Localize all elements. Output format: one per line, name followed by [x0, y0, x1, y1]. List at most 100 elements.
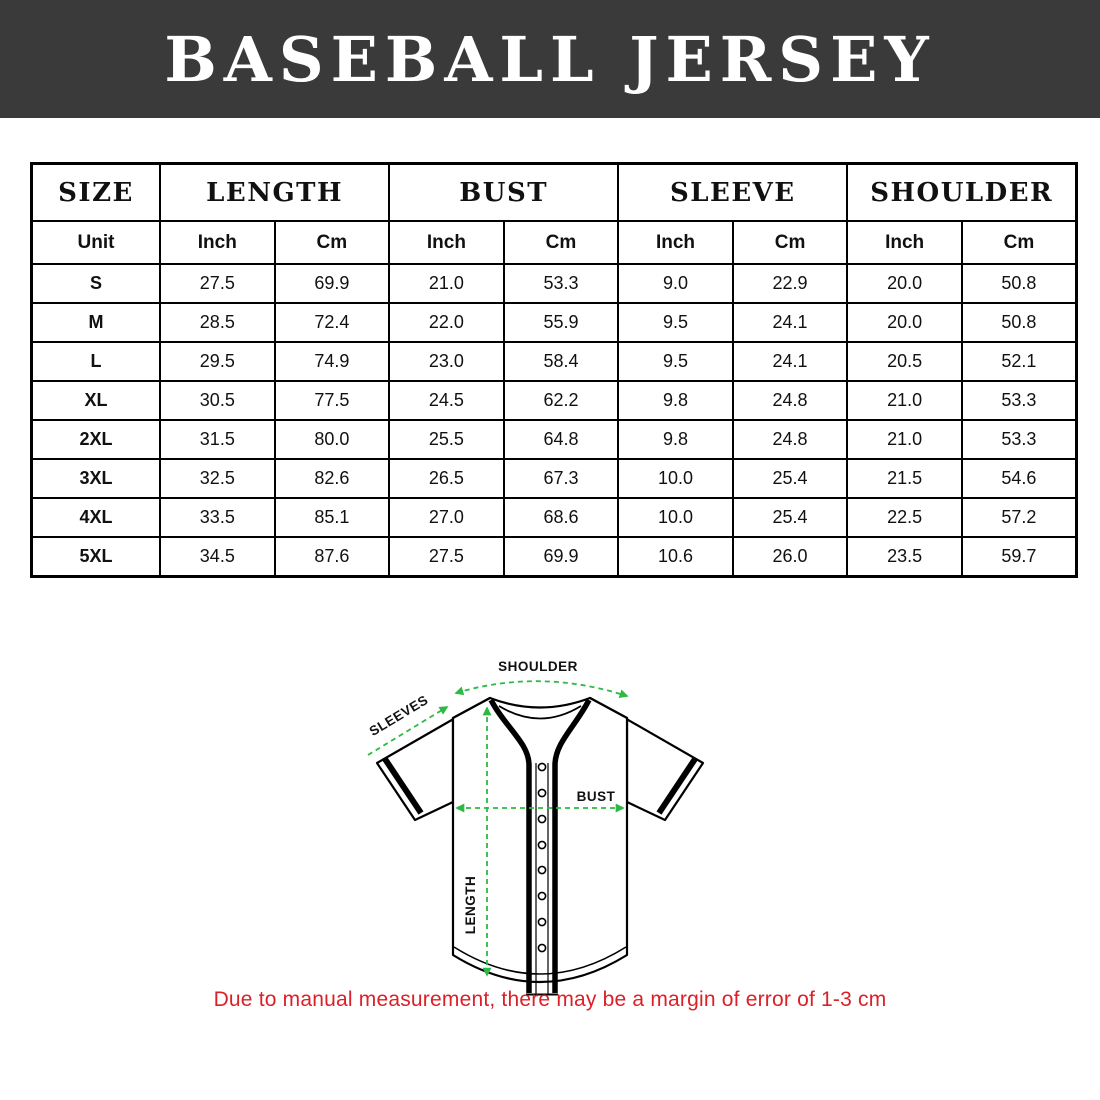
value-cell: 27.5: [159, 263, 276, 304]
right-cuff-stripe: [656, 757, 698, 815]
button: [537, 943, 547, 953]
value-cell: 50.8: [960, 302, 1078, 343]
value-cell: 21.0: [388, 263, 505, 304]
right-placket-band: [552, 698, 592, 993]
value-cell: 87.6: [273, 536, 391, 578]
collar-inner-line: [498, 705, 582, 720]
header-row: SIZE LENGTH BUST SLEEVE SHOULDER: [30, 162, 1078, 222]
value-cell: 21.5: [846, 458, 963, 499]
col-group-size: SIZE: [30, 162, 162, 222]
value-cell: 26.0: [731, 536, 849, 578]
value-cell: 72.4: [273, 302, 391, 343]
value-cell: 9.5: [617, 302, 734, 343]
value-cell: 58.4: [502, 341, 620, 382]
value-cell: 69.9: [502, 536, 620, 578]
unit-header: Cm: [960, 220, 1078, 265]
value-cell: 20.0: [846, 263, 963, 304]
hem-inner-line: [453, 946, 627, 975]
value-cell: 20.0: [846, 302, 963, 343]
value-cell: 22.9: [731, 263, 849, 304]
jersey-measurement-diagram: SHOULDER SLEEVES BUST LENGTH: [367, 659, 705, 996]
value-cell: 28.5: [159, 302, 276, 343]
sleeves-label: SLEEVES: [367, 692, 431, 739]
button: [537, 788, 547, 798]
left-cuff-stripe: [382, 757, 424, 815]
value-cell: 22.5: [846, 497, 963, 538]
button: [537, 865, 547, 875]
value-cell: 33.5: [159, 497, 276, 538]
page-title: BASEBALL JERSEY: [164, 22, 936, 96]
size-cell: 5XL: [30, 536, 162, 578]
button: [537, 917, 547, 927]
col-group-shoulder: SHOULDER: [846, 162, 1078, 222]
shoulder-label: SHOULDER: [498, 659, 578, 674]
unit-header: Inch: [159, 220, 276, 265]
unit-header: Inch: [388, 220, 505, 265]
table-row-4xl: 4XL 33.5 85.1 27.0 68.6 10.0 25.4 22.5 5…: [30, 497, 1078, 538]
value-cell: 9.8: [617, 380, 734, 421]
table-row-2xl: 2XL 31.5 80.0 25.5 64.8 9.8 24.8 21.0 53…: [30, 419, 1078, 460]
size-cell: XL: [30, 380, 162, 421]
title-banner: BASEBALL JERSEY: [0, 0, 1100, 118]
value-cell: 29.5: [159, 341, 276, 382]
unit-header: Cm: [502, 220, 620, 265]
size-cell: 2XL: [30, 419, 162, 460]
table-row-l: L 29.5 74.9 23.0 58.4 9.5 24.1 20.5 52.1: [30, 341, 1078, 382]
button: [537, 814, 547, 824]
bust-label: BUST: [577, 789, 616, 804]
value-cell: 50.8: [960, 263, 1078, 304]
table-row-xl: XL 30.5 77.5 24.5 62.2 9.8 24.8 21.0 53.…: [30, 380, 1078, 421]
sleeves-measure-arrow: [367, 706, 449, 756]
value-cell: 25.4: [731, 458, 849, 499]
value-cell: 21.0: [846, 380, 963, 421]
unit-header: Inch: [846, 220, 963, 265]
value-cell: 9.8: [617, 419, 734, 460]
jersey-body: [451, 696, 629, 984]
value-cell: 24.5: [388, 380, 505, 421]
value-cell: 68.6: [502, 497, 620, 538]
value-cell: 24.1: [731, 302, 849, 343]
value-cell: 22.0: [388, 302, 505, 343]
size-chart-table: SIZE LENGTH BUST SLEEVE SHOULDER Unit In…: [30, 162, 1078, 578]
unit-header: Inch: [617, 220, 734, 265]
value-cell: 9.5: [617, 341, 734, 382]
value-cell: 9.0: [617, 263, 734, 304]
value-cell: 25.4: [731, 497, 849, 538]
value-cell: 62.2: [502, 380, 620, 421]
value-cell: 30.5: [159, 380, 276, 421]
size-cell: M: [30, 302, 162, 343]
value-cell: 10.0: [617, 497, 734, 538]
table-row-5xl: 5XL 34.5 87.6 27.5 69.9 10.6 26.0 23.5 5…: [30, 536, 1078, 578]
size-cell: 4XL: [30, 497, 162, 538]
unit-row: Unit Inch Cm Inch Cm Inch Cm Inch Cm: [30, 220, 1078, 265]
value-cell: 59.7: [960, 536, 1078, 578]
shoulder-measure-arrow: [454, 680, 629, 699]
value-cell: 85.1: [273, 497, 391, 538]
value-cell: 24.8: [731, 419, 849, 460]
measurement-disclaimer: Due to manual measurement, there may be …: [213, 988, 887, 1011]
value-cell: 25.5: [388, 419, 505, 460]
value-cell: 64.8: [502, 419, 620, 460]
left-placket-band: [488, 698, 532, 993]
value-cell: 23.0: [388, 341, 505, 382]
size-cell: 3XL: [30, 458, 162, 499]
button: [537, 762, 547, 772]
table-row-3xl: 3XL 32.5 82.6 26.5 67.3 10.0 25.4 21.5 5…: [30, 458, 1078, 499]
value-cell: 31.5: [159, 419, 276, 460]
value-cell: 53.3: [960, 380, 1078, 421]
size-cell: S: [30, 263, 162, 304]
value-cell: 32.5: [159, 458, 276, 499]
value-cell: 54.6: [960, 458, 1078, 499]
table-row-m: M 28.5 72.4 22.0 55.9 9.5 24.1 20.0 50.8: [30, 302, 1078, 343]
value-cell: 27.0: [388, 497, 505, 538]
value-cell: 34.5: [159, 536, 276, 578]
value-cell: 67.3: [502, 458, 620, 499]
value-cell: 80.0: [273, 419, 391, 460]
value-cell: 24.8: [731, 380, 849, 421]
value-cell: 69.9: [273, 263, 391, 304]
value-cell: 82.6: [273, 458, 391, 499]
value-cell: 20.5: [846, 341, 963, 382]
value-cell: 24.1: [731, 341, 849, 382]
value-cell: 10.6: [617, 536, 734, 578]
value-cell: 53.3: [960, 419, 1078, 460]
